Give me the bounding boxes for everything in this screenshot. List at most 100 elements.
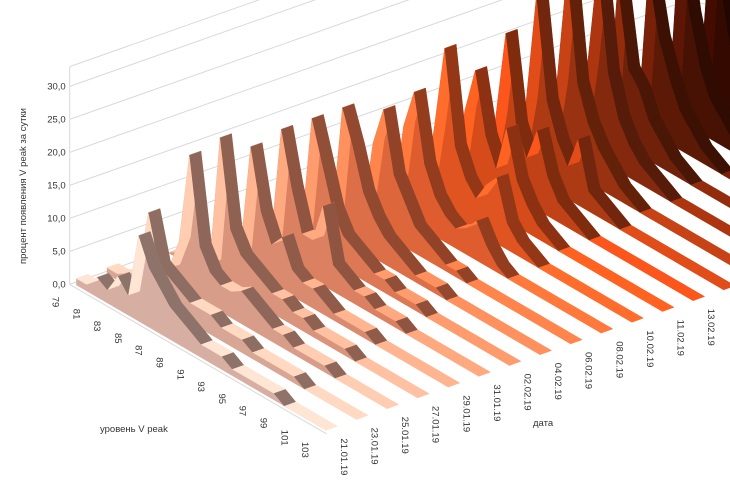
ribbon-ridge: [417, 364, 439, 375]
ribbon-ridge: [210, 310, 233, 328]
ribbon-ridge: [609, 212, 632, 230]
ribbon-ridge: [355, 386, 378, 397]
ribbon-ridge: [507, 219, 529, 243]
ribbon-ridge: [385, 311, 408, 322]
ribbon-ridge: [190, 298, 212, 309]
ribbon-ridge: [344, 315, 367, 326]
ribbon-ridge: [426, 341, 449, 353]
y-axis-title: процент появления V peak за сутки: [18, 108, 29, 264]
ribbon-ridge: [701, 186, 723, 197]
z-tick-label: 08.02.19: [613, 341, 624, 378]
ribbon-ridge: [661, 278, 684, 289]
ribbon-ridge: [456, 302, 479, 313]
x-tick-label: 93: [195, 381, 206, 392]
ribbon-ridge: [251, 299, 274, 317]
ribbon-ridge: [251, 263, 274, 281]
ribbon-ridge: [283, 366, 306, 377]
ribbon-ridge: [475, 180, 498, 199]
ribbon-ridge: [414, 222, 437, 240]
ribbon-ridge: [518, 309, 541, 320]
ribbon-series: [75, 0, 730, 431]
z-tick-label: 06.02.19: [583, 352, 594, 389]
ribbon-ridge: [210, 268, 233, 286]
z-tick-label: 11.02.19: [675, 320, 686, 356]
ribbon-ridge: [598, 144, 621, 168]
ribbon-ridge: [649, 172, 672, 190]
y-tick-label: 10,0: [47, 213, 66, 224]
ribbon-ridge: [457, 331, 480, 342]
ribbon-ridge: [670, 197, 693, 208]
ribbon-ridge: [149, 263, 171, 288]
ribbon-ridge: [629, 195, 652, 213]
ribbon-ridge: [630, 231, 652, 242]
ribbon-ridge: [527, 202, 550, 226]
ribbon-ridge: [363, 256, 386, 274]
ribbon-ridge: [640, 237, 663, 248]
x-tick-label: 101: [278, 430, 289, 446]
ribbon-ridge: [599, 242, 622, 253]
ribbon-ridge: [425, 235, 447, 252]
x-tick-label: 95: [216, 394, 227, 405]
ribbon-ridge: [323, 297, 346, 314]
ribbon-ridge: [669, 73, 692, 111]
ribbon-ridge: [691, 238, 714, 249]
ribbon-ridge: [201, 340, 223, 351]
ribbon-ridge: [404, 258, 427, 276]
ribbon-ridge: [415, 271, 438, 282]
ribbon-ridge: [416, 335, 439, 346]
ribbon-ridge: [630, 260, 653, 271]
ribbon-ridge: [702, 273, 725, 284]
ribbon-ridge: [158, 260, 181, 278]
ribbon-ridge: [138, 231, 161, 268]
ribbon-series-08.02.19: [351, 87, 614, 334]
ribbon-ridge: [477, 285, 499, 296]
ribbon-ridge: [467, 337, 490, 348]
ribbon-ridge: [407, 387, 430, 398]
ribbon-ridge: [498, 326, 521, 337]
ribbon-face: [259, 118, 510, 366]
ribbon-ridge: [324, 332, 346, 343]
ribbon-ridge: [700, 144, 723, 162]
ribbon-face: [412, 70, 663, 312]
ribbon-ridge: [262, 354, 285, 365]
ribbon-ridge: [333, 261, 356, 278]
ribbon-ridge: [556, 0, 576, 85]
ribbon-ridge: [589, 236, 611, 247]
ribbon-ridge: [324, 361, 347, 379]
ribbon-ridge: [283, 330, 305, 348]
z-tick-label: 23.01.19: [369, 428, 380, 465]
ribbon-ridge: [661, 249, 684, 260]
z-axis-ticks: 21.01.19 23.01.19 25.01.19 27.01.19 29.01.19…: [338, 309, 716, 476]
ribbon-ridge: [220, 281, 243, 292]
ribbon-ridge: [692, 267, 715, 278]
ribbon-ridge: [639, 159, 662, 177]
ribbon-ridge: [232, 365, 255, 376]
ribbon-ridge: [710, 157, 730, 175]
y-tick-label: 25,0: [47, 114, 66, 125]
ribbon-ridge: [313, 284, 335, 302]
ribbon-ridge: [650, 243, 673, 254]
z-tick-label: 27.01.19: [430, 406, 441, 443]
ribbon-ridge: [455, 142, 477, 180]
ribbon-ridge: [608, 163, 631, 188]
z-tick-label: 13.02.19: [705, 309, 716, 346]
ribbon-ridge: [628, 65, 651, 89]
ribbon-ridge: [608, 68, 630, 119]
ribbon-ridge: [344, 344, 367, 362]
ribbon-ridge: [488, 349, 511, 360]
ribbon-ridge: [529, 315, 551, 326]
x-tick-label: 79: [50, 297, 61, 308]
ribbon-ridge: [314, 391, 337, 402]
ribbon-ridge: [253, 377, 275, 388]
ribbon-ridge: [539, 321, 562, 332]
ribbon-ridge: [311, 114, 334, 165]
ribbon-face: [229, 129, 479, 377]
ribbon-ridge: [680, 168, 703, 185]
ribbon-face: [351, 92, 602, 334]
ribbon-ridge: [293, 343, 316, 354]
ribbon-ridge: [682, 290, 705, 301]
ribbon-ridge: [568, 252, 591, 264]
ribbon-ridge: [355, 357, 378, 368]
ribbon-ridge: [405, 294, 428, 305]
ribbon-ridge: [659, 136, 682, 160]
